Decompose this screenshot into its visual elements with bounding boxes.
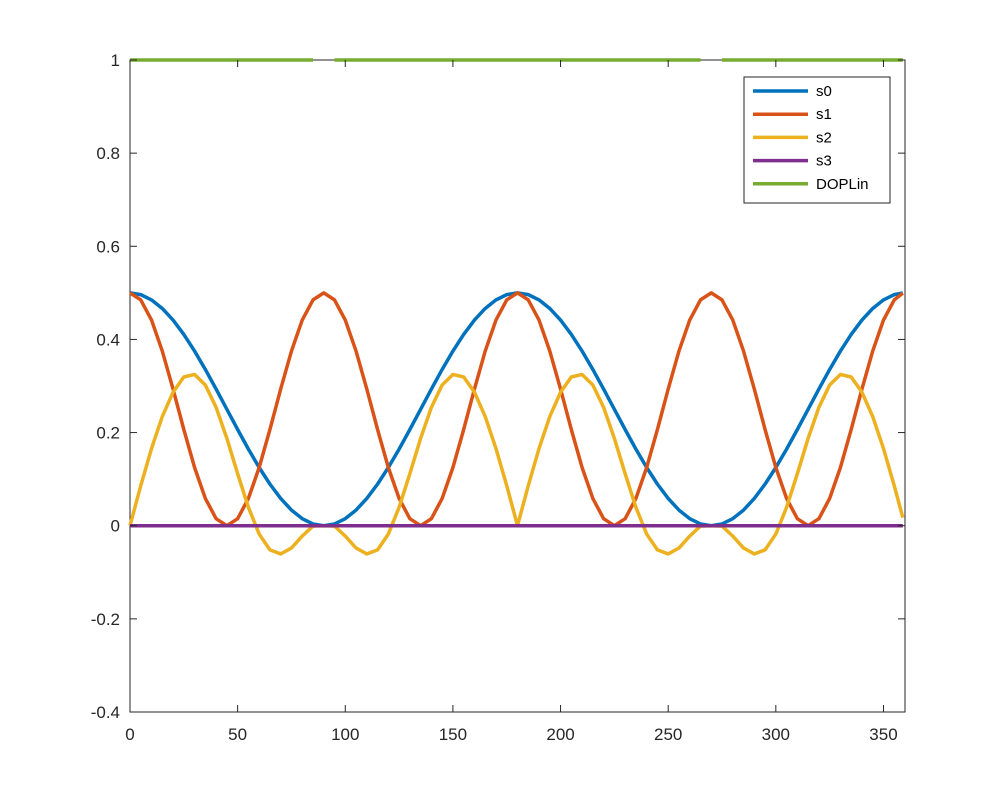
y-tick-label: 0.6	[96, 237, 120, 256]
x-tick-label: 50	[228, 725, 247, 744]
x-tick-label: 200	[546, 725, 574, 744]
x-tick-label: 350	[869, 725, 897, 744]
x-tick-label: 300	[762, 725, 790, 744]
legend-label-s3: s3	[816, 153, 832, 170]
legend-box	[743, 76, 891, 204]
x-tick-label: 250	[654, 725, 682, 744]
series-layer	[128, 58, 905, 556]
legend-label-doplin: DOPLin	[816, 176, 869, 193]
ticks-layer: 0 50 100 150 200 250 300 350 -0.4 -0.2 0 0.2 0.4 0.6 0…	[91, 51, 905, 744]
y-tick-label: 0.8	[96, 144, 120, 163]
legend-label-s2: s2	[816, 129, 832, 146]
x-tick-label: 100	[331, 725, 359, 744]
y-tick-label: 0.4	[96, 330, 120, 349]
series-line-s1	[129, 291, 904, 528]
y-tick-label: -0.2	[91, 610, 120, 629]
legend-label-s1: s1	[816, 106, 832, 123]
y-tick-label: 0	[111, 517, 120, 536]
x-tick-label: 0	[125, 725, 134, 744]
y-tick-label: 0.2	[96, 424, 120, 443]
x-tick-label: 150	[439, 725, 467, 744]
y-tick-label: 1	[111, 51, 120, 70]
y-tick-label: -0.4	[91, 703, 120, 722]
legend-label-s0: s0	[816, 83, 832, 100]
legend: s0 s1 s2 s3 DOPLin	[743, 76, 891, 204]
